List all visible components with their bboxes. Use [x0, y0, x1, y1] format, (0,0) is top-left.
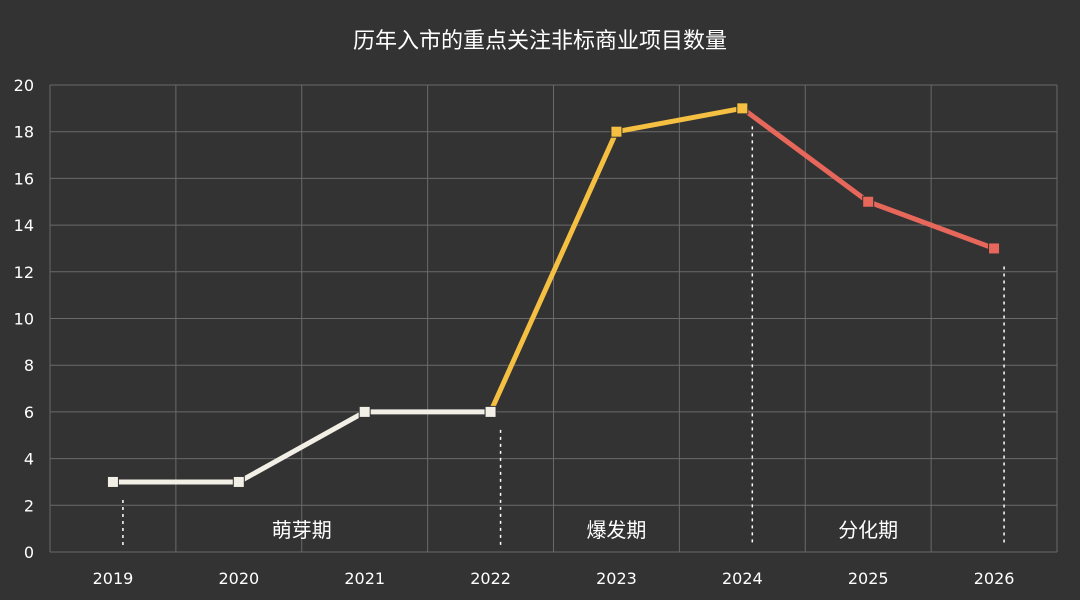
y-axis-ticks: 0 2 4 6 8 10 12 14 16 18 20 [14, 76, 34, 562]
phase-label: 萌芽期 [272, 518, 332, 542]
phase-labels: 萌芽期 爆发期 分化期 [272, 518, 898, 542]
phase-dividers [122, 126, 1005, 546]
x-tick-label: 2022 [470, 569, 511, 588]
data-point [232, 475, 245, 488]
data-point [988, 242, 1001, 255]
x-tick-label: 2025 [848, 569, 889, 588]
y-tick-label: 0 [24, 543, 34, 562]
y-tick-label: 16 [14, 169, 34, 188]
y-tick-label: 2 [24, 496, 34, 515]
data-point [106, 475, 119, 488]
series-points [106, 102, 1001, 488]
data-point [862, 195, 875, 208]
phase-label: 分化期 [838, 518, 898, 542]
y-tick-label: 20 [14, 76, 34, 95]
x-tick-label: 2021 [344, 569, 385, 588]
series-segment [488, 105, 745, 415]
phase-label: 爆发期 [586, 518, 646, 542]
x-tick-label: 2019 [93, 569, 134, 588]
data-point [358, 405, 371, 418]
y-tick-label: 12 [14, 263, 34, 282]
data-point [736, 102, 749, 115]
x-tick-label: 2023 [596, 569, 637, 588]
x-tick-label: 2024 [722, 569, 763, 588]
data-point [610, 125, 623, 138]
y-tick-label: 18 [14, 123, 34, 142]
series-segment [110, 409, 494, 485]
x-axis-ticks: 2019 2020 2021 2022 2023 2024 2025 2026 [93, 569, 1015, 588]
chart-title: 历年入市的重点关注非标商业项目数量 [353, 29, 727, 54]
x-tick-label: 2020 [218, 569, 259, 588]
y-tick-label: 8 [24, 356, 34, 375]
x-tick-label: 2026 [974, 569, 1015, 588]
y-tick-label: 10 [14, 310, 34, 329]
y-tick-label: 4 [24, 450, 34, 469]
grid [49, 84, 1058, 553]
data-point [484, 405, 497, 418]
y-tick-label: 14 [14, 216, 34, 235]
y-tick-label: 6 [24, 403, 34, 422]
